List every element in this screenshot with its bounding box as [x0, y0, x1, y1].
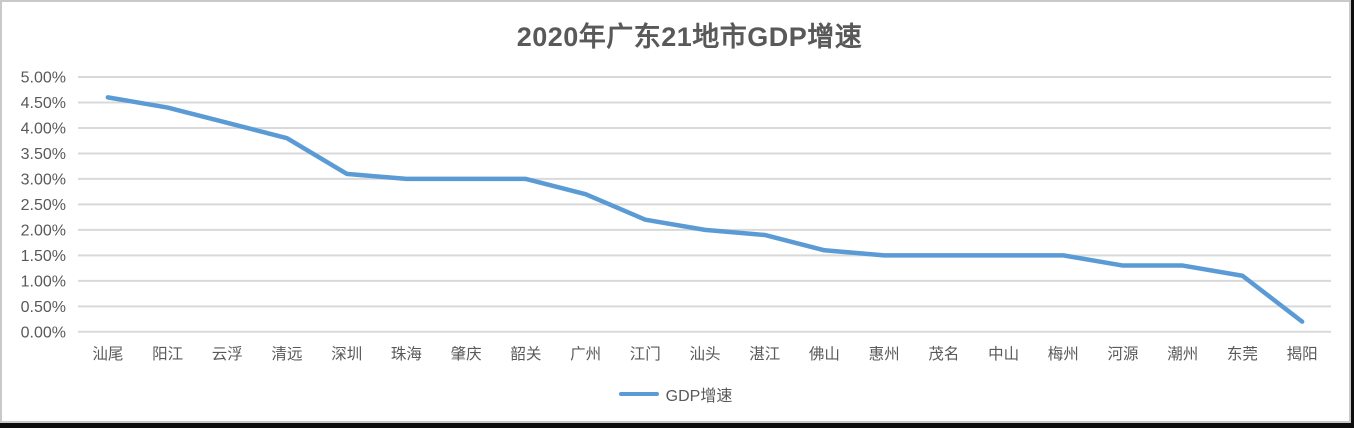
x-axis-category-label: 汕头 [689, 345, 720, 363]
y-axis-tick-label: 0.00% [21, 324, 66, 341]
x-axis-category-label: 东莞 [1227, 345, 1258, 363]
x-axis-category-label: 肇庆 [451, 345, 482, 363]
legend-line-marker [618, 392, 659, 396]
x-axis-category-label: 佛山 [809, 345, 840, 363]
y-axis-tick-label: 4.00% [21, 120, 66, 137]
x-axis-category-label: 广州 [570, 345, 601, 363]
x-axis-category-label: 潮州 [1167, 345, 1198, 363]
x-axis-category-label: 江门 [630, 345, 661, 363]
x-axis-category-label: 湛江 [749, 345, 780, 363]
legend[interactable]: GDP增速 [2, 382, 1349, 406]
chart-title: 2020年广东21地市GDP增速 [516, 22, 863, 52]
x-axis-category-label: 惠州 [869, 345, 900, 363]
x-axis-category-label: 梅州 [1048, 345, 1079, 363]
x-axis-category-label: 中山 [988, 345, 1019, 363]
x-axis-category-label: 揭阳 [1287, 345, 1318, 363]
x-axis-category-label: 汕尾 [92, 345, 123, 363]
x-axis-category-label: 清远 [271, 345, 302, 363]
y-axis-tick-label: 0.50% [21, 299, 66, 316]
y-axis-tick-label: 4.50% [21, 95, 66, 112]
x-axis-category-label: 珠海 [391, 345, 422, 363]
y-axis-tick-label: 2.50% [21, 197, 66, 214]
y-axis-tick-label: 2.00% [21, 222, 66, 239]
legend-series-label: GDP增速 [665, 388, 733, 405]
x-axis-category-label: 云浮 [212, 345, 243, 363]
y-axis-tick-label: 1.50% [21, 248, 66, 265]
y-axis-tick-label: 3.50% [21, 146, 66, 163]
x-axis-category-label: 河源 [1107, 345, 1138, 363]
x-axis-category-label: 深圳 [331, 345, 362, 363]
x-axis-category-label: 韶关 [510, 345, 541, 363]
x-axis-category-label: 阳江 [152, 345, 183, 363]
y-axis-tick-label: 1.00% [21, 273, 66, 290]
y-axis-tick-label: 5.00% [21, 70, 66, 87]
y-axis-tick-label: 3.00% [21, 171, 66, 188]
x-axis-category-label: 茂名 [928, 345, 959, 363]
gdp-growth-line-series[interactable] [105, 95, 1305, 324]
